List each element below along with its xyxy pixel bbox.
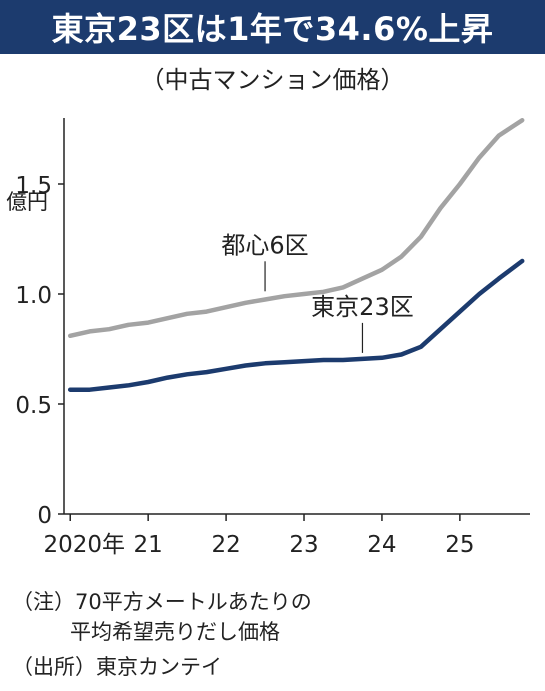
series-label: 都心6区 — [221, 231, 308, 259]
source-note: （出所）東京カンテイ — [12, 655, 222, 679]
y-axis-unit-label: 億円 — [6, 190, 48, 214]
chart-title: 東京23区は1年で34.6%上昇 — [0, 0, 545, 54]
series-label: 東京23区 — [311, 293, 414, 321]
series-line-2 — [67, 258, 525, 392]
x-tick-label: 21 — [134, 532, 163, 558]
x-tick-label: 24 — [367, 532, 396, 558]
series-line-1 — [67, 117, 525, 339]
x-tick-label: 2020年 — [43, 532, 125, 558]
chart-subtitle: （中古マンション価格） — [140, 66, 405, 94]
y-tick-label: 0 — [37, 503, 52, 529]
x-tick-label: 25 — [445, 532, 474, 558]
note-line-2: 平均希望売りだし価格 — [70, 620, 280, 644]
y-tick-label: 1.5 — [15, 173, 52, 199]
x-tick-label: 22 — [211, 532, 240, 558]
x-tick-label: 23 — [289, 532, 318, 558]
note-line-1: （注）70平方メートルあたりの — [12, 590, 312, 614]
y-tick-label: 1.0 — [15, 283, 52, 309]
y-tick-label: 0.5 — [15, 393, 52, 419]
